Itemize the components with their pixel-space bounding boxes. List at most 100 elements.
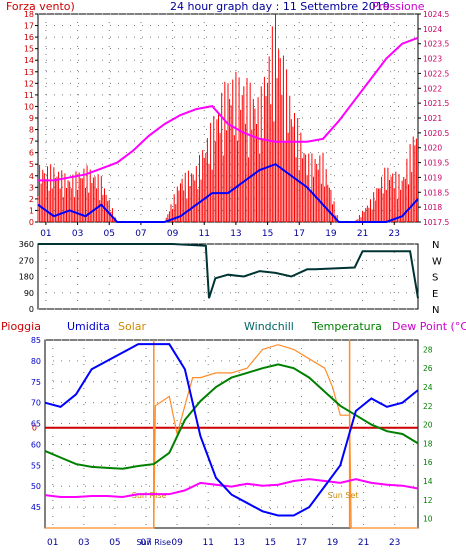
x-tick-label: 07 bbox=[140, 538, 151, 548]
x-tick-label: 05 bbox=[109, 538, 120, 548]
x-tick-label: 15 bbox=[265, 538, 276, 548]
compass-label: W bbox=[432, 256, 442, 267]
wind-axis-label: Forza vento) bbox=[6, 0, 75, 13]
y-tick-label: 1 bbox=[29, 206, 34, 215]
temperature-tick-label: 16 bbox=[423, 458, 433, 467]
temperature-tick-label: 24 bbox=[423, 383, 433, 392]
x-tick-label: 07 bbox=[135, 229, 146, 239]
humidity-tick-label: 70 bbox=[31, 399, 41, 408]
compass-label: S bbox=[432, 273, 438, 284]
y2-tick-label: 1017.5 bbox=[423, 218, 449, 227]
y-tick-label: 6 bbox=[29, 149, 34, 158]
temperature-tick-label: 20 bbox=[423, 421, 433, 430]
sunset-label: Sun Set bbox=[328, 491, 359, 500]
x-tick-label: 23 bbox=[389, 538, 400, 548]
legend-humidity: Umidita bbox=[67, 320, 110, 333]
y2-tick-label: 1023 bbox=[423, 55, 442, 64]
rain-zero-label: 0 bbox=[32, 424, 37, 433]
legend-windchill: Windchill bbox=[244, 320, 294, 333]
temperature-tick-label: 10 bbox=[423, 515, 433, 524]
x-tick-label: 11 bbox=[199, 229, 210, 239]
y-tick-label: 2 bbox=[29, 195, 34, 204]
direction-series-line bbox=[38, 243, 419, 299]
compass-label: E bbox=[432, 289, 438, 300]
direction-tick-label: 360 bbox=[19, 240, 34, 249]
legend-temperature: Temperatura bbox=[311, 320, 382, 333]
x-tick-label: 17 bbox=[294, 229, 305, 239]
x-tick-label: 19 bbox=[327, 538, 339, 548]
pressure-series-line bbox=[38, 36, 419, 182]
x-tick-label: 15 bbox=[262, 229, 273, 239]
wind-direction-plot-area bbox=[37, 243, 419, 310]
y-tick-label: 9 bbox=[29, 114, 34, 123]
humidity-tick-label: 85 bbox=[31, 336, 41, 345]
x-tick-label: 09 bbox=[167, 229, 179, 239]
y2-tick-label: 1018 bbox=[423, 203, 442, 212]
humidity-tick-label: 80 bbox=[31, 357, 41, 366]
sunrise-label: Sun Rise bbox=[132, 491, 167, 500]
x-tick-label: 03 bbox=[78, 538, 89, 548]
y2-tick-label: 1020.5 bbox=[423, 129, 449, 138]
temperature-tick-label: 26 bbox=[423, 364, 433, 373]
x-tick-label: 05 bbox=[104, 229, 115, 239]
y2-tick-label: 1020 bbox=[423, 144, 442, 153]
x-tick-label: Sun Rise bbox=[136, 538, 171, 547]
y2-tick-label: 1021 bbox=[423, 114, 442, 123]
x-tick-label: 13 bbox=[234, 538, 245, 548]
y-tick-label: 13 bbox=[24, 68, 34, 77]
compass-label: N bbox=[432, 305, 439, 316]
y2-tick-label: 1022.5 bbox=[423, 69, 449, 78]
pressure-axis-label: Pressione bbox=[372, 0, 425, 13]
legend-rain: Pioggia bbox=[1, 320, 41, 333]
humidity-tick-label: 65 bbox=[31, 420, 41, 429]
temperature-tick-label: 12 bbox=[423, 496, 433, 505]
temperature-tick-label: 28 bbox=[423, 345, 433, 354]
y2-tick-label: 1021.5 bbox=[423, 99, 449, 108]
y2-tick-label: 1024 bbox=[423, 25, 442, 34]
humidity-tick-label: 55 bbox=[31, 461, 41, 470]
humidity-tick-label: 50 bbox=[31, 482, 41, 491]
y-tick-label: 8 bbox=[29, 126, 34, 135]
temperature-tick-label: 22 bbox=[423, 402, 433, 411]
x-tick-label: 03 bbox=[72, 229, 83, 239]
x-tick-label: 09 bbox=[171, 538, 183, 548]
humidity-series-line bbox=[44, 343, 419, 517]
x-tick-label: 19 bbox=[325, 229, 337, 239]
legend-solar: Solar bbox=[118, 320, 147, 333]
chart-layer: 01234567891011121314151617181017.5101810… bbox=[19, 10, 450, 548]
y-tick-label: 18 bbox=[24, 10, 34, 19]
y-tick-label: 12 bbox=[24, 79, 34, 88]
y-tick-label: 4 bbox=[29, 172, 34, 181]
y2-tick-label: 1018.5 bbox=[423, 188, 449, 197]
y-tick-label: 11 bbox=[24, 91, 34, 100]
direction-tick-label: 0 bbox=[29, 305, 34, 314]
y-tick-label: 16 bbox=[24, 33, 34, 42]
direction-tick-label: 90 bbox=[24, 289, 34, 298]
y-tick-label: 10 bbox=[24, 102, 34, 111]
x-tick-label: 17 bbox=[296, 538, 307, 548]
y-tick-label: 3 bbox=[29, 183, 34, 192]
y-tick-label: 17 bbox=[24, 22, 34, 31]
x-tick-label: 21 bbox=[358, 538, 369, 548]
x-tick-label: 11 bbox=[202, 538, 213, 548]
x-tick-label: 23 bbox=[389, 229, 400, 239]
dewpoint-series-line bbox=[44, 478, 419, 498]
y-tick-label: 15 bbox=[24, 45, 34, 54]
solar-series-line bbox=[45, 344, 418, 529]
x-tick-label: 01 bbox=[47, 538, 58, 548]
y-tick-label: 14 bbox=[24, 56, 34, 65]
y2-tick-label: 1024.5 bbox=[423, 10, 449, 19]
direction-tick-label: 180 bbox=[19, 273, 34, 282]
y2-tick-label: 1022 bbox=[423, 84, 442, 93]
temperature-tick-label: 18 bbox=[423, 439, 433, 448]
temperature-series-line bbox=[44, 363, 419, 470]
x-tick-label: 01 bbox=[40, 229, 51, 239]
y2-tick-label: 1019.5 bbox=[423, 159, 449, 168]
humidity-tick-label: 45 bbox=[31, 503, 41, 512]
temperature-tick-label: 14 bbox=[423, 477, 433, 486]
y2-tick-label: 1023.5 bbox=[423, 40, 449, 49]
y-tick-label: 7 bbox=[29, 137, 34, 146]
y-tick-label: 0 bbox=[29, 218, 34, 227]
